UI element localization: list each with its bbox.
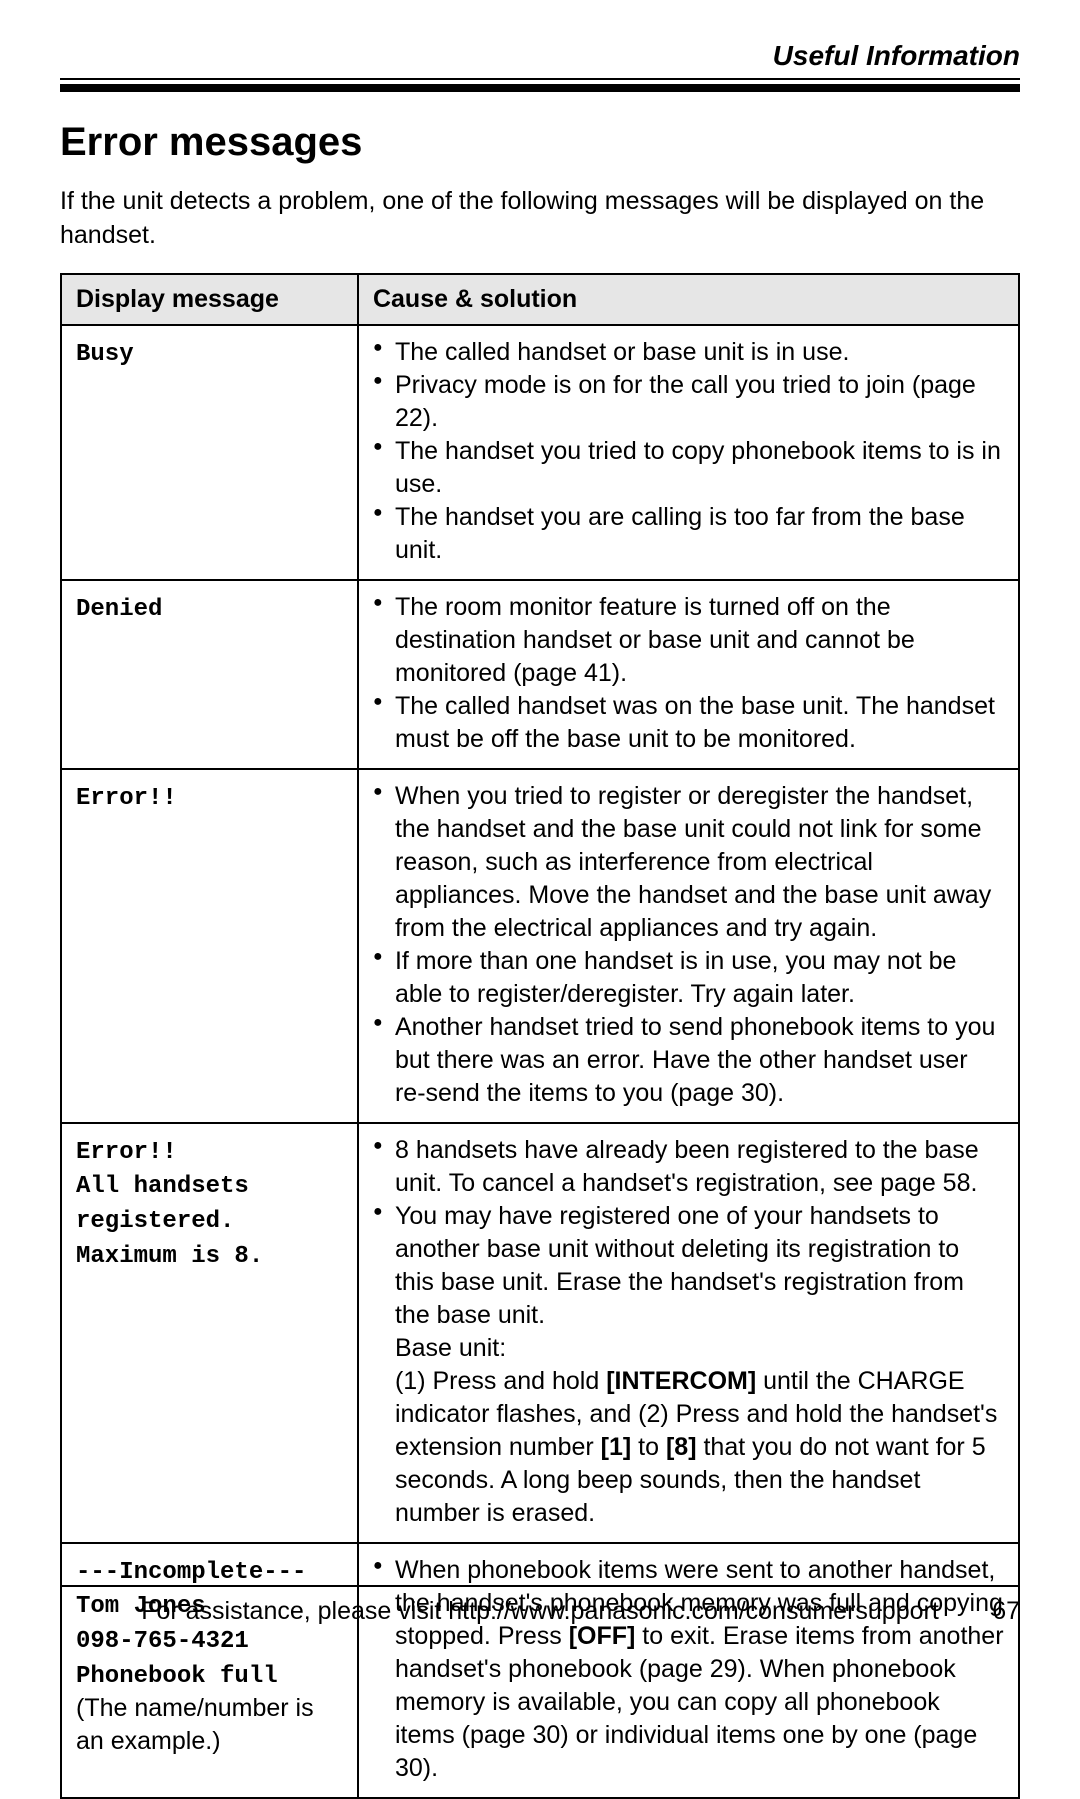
cause-solution-list: The called handset or base unit is in us… (373, 336, 1004, 567)
display-message-cell: Busy (61, 325, 358, 580)
cause-solution-item: If more than one handset is in use, you … (373, 945, 1004, 1011)
display-message-text: Busy (76, 341, 134, 368)
cause-solution-cell: 8 handsets have already been registered … (358, 1123, 1019, 1543)
cause-solution-item: You may have registered one of your hand… (373, 1200, 1004, 1530)
cause-solution-item: The called handset was on the base unit.… (373, 690, 1004, 756)
cause-solution-item: Privacy mode is on for the call you trie… (373, 369, 1004, 435)
display-message-text: Denied (76, 596, 162, 623)
cause-solution-item: 8 handsets have already been registered … (373, 1134, 1004, 1200)
col-header-display-message: Display message (61, 274, 358, 325)
table-header-row: Display message Cause & solution (61, 274, 1019, 325)
page-number: 67 (992, 1597, 1020, 1626)
footer-text: For assistance, please visit http://www.… (141, 1597, 939, 1626)
cause-solution-item: The room monitor feature is turned off o… (373, 591, 1004, 690)
error-messages-table: Display message Cause & solution Busy The… (60, 273, 1020, 1799)
cause-solution-cell: When you tried to register or deregister… (358, 769, 1019, 1123)
cause-solution-cell: When phonebook items were sent to anothe… (358, 1543, 1019, 1798)
display-message-note: (The name/number is an example.) (76, 1692, 343, 1758)
display-message-cell: Error!! (61, 769, 358, 1123)
table-row: Error!! All handsets registered. Maximum… (61, 1123, 1019, 1543)
col-header-cause-solution: Cause & solution (358, 274, 1019, 325)
cause-solution-cell: The called handset or base unit is in us… (358, 325, 1019, 580)
heavy-rule (60, 84, 1020, 92)
cause-solution-item: The called handset or base unit is in us… (373, 336, 1004, 369)
display-message-cell: Denied (61, 580, 358, 769)
cause-solution-item: The handset you tried to copy phonebook … (373, 435, 1004, 501)
cause-solution-list: 8 handsets have already been registered … (373, 1134, 1004, 1530)
cause-solution-list: When you tried to register or deregister… (373, 780, 1004, 1110)
display-message-text: Error!! All handsets registered. Maximum… (76, 1139, 263, 1270)
table-row: Error!! When you tried to register or der… (61, 769, 1019, 1123)
cause-solution-cell: The room monitor feature is turned off o… (358, 580, 1019, 769)
cause-solution-item: When you tried to register or deregister… (373, 780, 1004, 945)
cause-solution-list: The room monitor feature is turned off o… (373, 591, 1004, 756)
section-label: Useful Information (60, 40, 1020, 80)
intro-paragraph: If the unit detects a problem, one of th… (60, 185, 1020, 253)
page-title: Error messages (60, 120, 1020, 165)
page-footer: For assistance, please visit http://www.… (60, 1585, 1020, 1626)
display-message-cell: Error!! All handsets registered. Maximum… (61, 1123, 358, 1543)
cause-solution-item: The handset you are calling is too far f… (373, 501, 1004, 567)
display-message-cell: ---Incomplete--- Tom Jones 098-765-4321 … (61, 1543, 358, 1798)
display-message-text: Error!! (76, 785, 177, 812)
table-row: ---Incomplete--- Tom Jones 098-765-4321 … (61, 1543, 1019, 1798)
table-row: Denied The room monitor feature is turned… (61, 580, 1019, 769)
cause-solution-item: Another handset tried to send phonebook … (373, 1011, 1004, 1110)
table-row: Busy The called handset or base unit is i… (61, 325, 1019, 580)
